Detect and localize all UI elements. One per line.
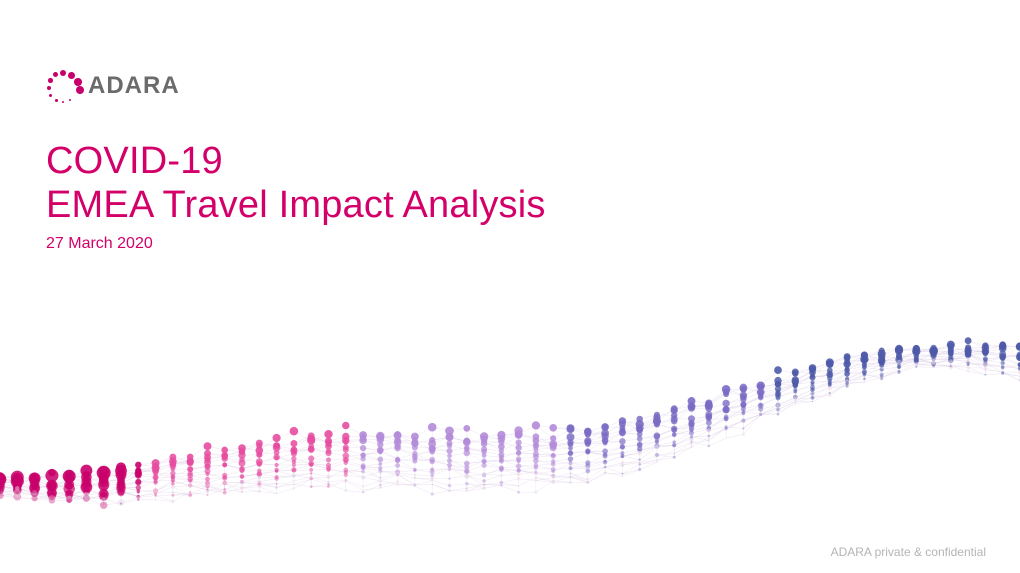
brand-swirl-icon xyxy=(46,68,82,104)
footer-confidential: ADARA private & confidential xyxy=(831,545,986,559)
brand-wordmark: ADARA xyxy=(88,72,180,100)
title-line-1: COVID-19 xyxy=(46,140,546,184)
brand-logo: ADARA xyxy=(46,68,180,104)
title-date: 27 March 2020 xyxy=(46,235,546,253)
network-background xyxy=(0,273,1020,533)
slide-root: ADARA COVID-19 EMEA Travel Impact Analys… xyxy=(0,0,1020,573)
title-block: COVID-19 EMEA Travel Impact Analysis 27 … xyxy=(46,140,546,253)
title-line-2: EMEA Travel Impact Analysis xyxy=(46,184,546,228)
